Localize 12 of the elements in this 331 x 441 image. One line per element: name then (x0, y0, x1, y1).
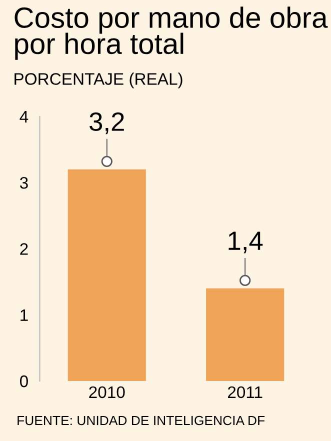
data-label: 3,2 (90, 112, 124, 134)
source-note: FUENTE: UNIDAD DE INTELIGENCIA DF (18, 416, 265, 426)
x-tick-label: 2010 (89, 386, 125, 398)
y-tick-label: 4 (20, 110, 28, 122)
chart-subtitle: PORCENTAJE (REAL) (14, 72, 182, 88)
chart-title: Costo por mano de obra por hora total (14, 6, 328, 60)
y-tick-label: 0 (20, 375, 28, 388)
x-tick-label: 2011 (228, 386, 262, 398)
y-tick-label: 1 (20, 309, 28, 321)
y-tick-label: 2 (20, 243, 28, 255)
data-label: 1,4 (228, 232, 263, 254)
y-tick-label: 3 (20, 176, 28, 189)
